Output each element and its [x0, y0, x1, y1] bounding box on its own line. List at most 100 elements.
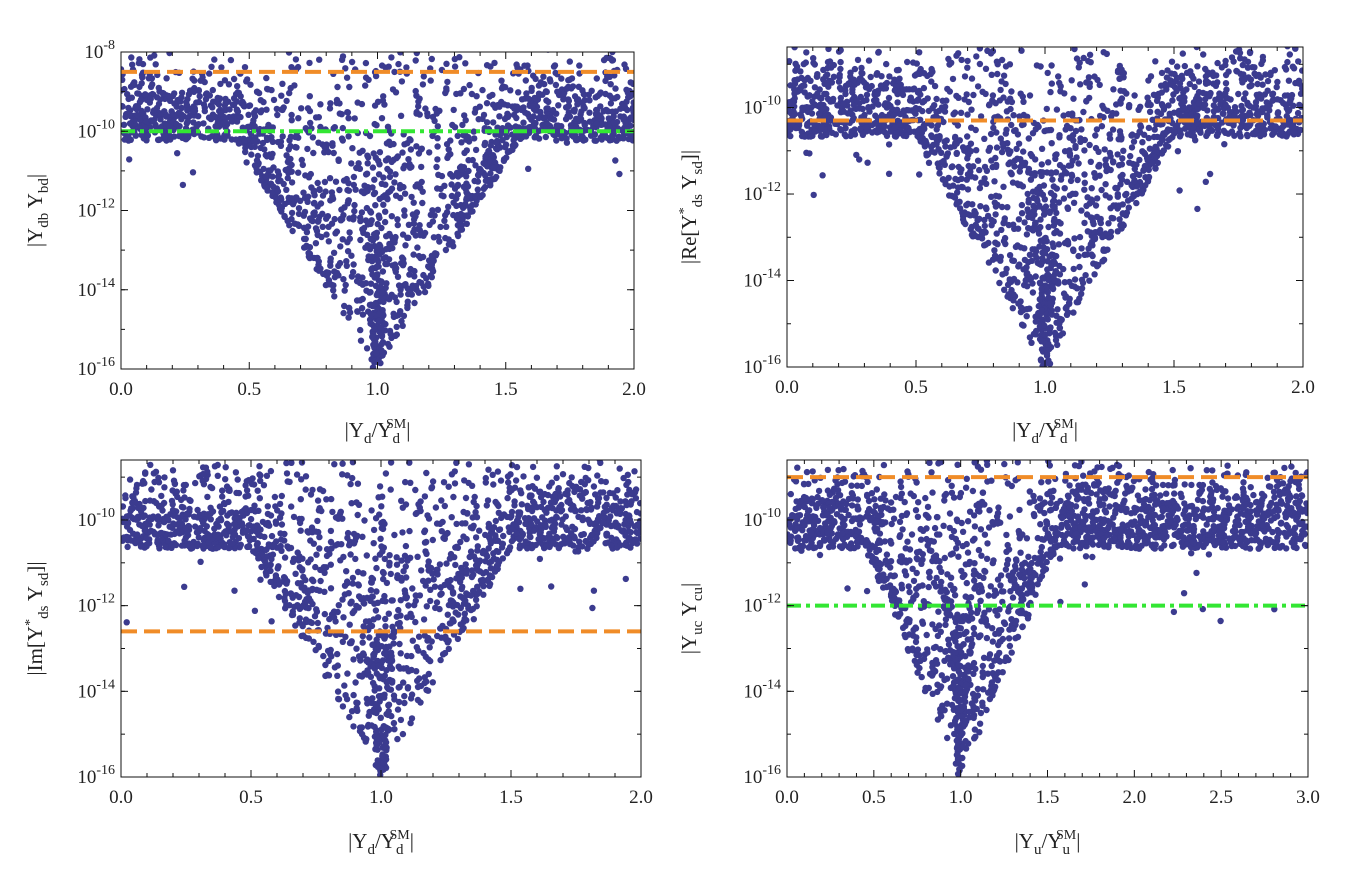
data-point: [184, 118, 192, 125]
data-point: [221, 77, 229, 84]
data-point: [289, 201, 297, 208]
data-point: [1152, 58, 1159, 65]
data-point: [967, 212, 974, 219]
data-point: [990, 218, 997, 225]
data-point: [145, 75, 153, 82]
data-point: [413, 143, 420, 150]
data-point: [1091, 271, 1098, 278]
data-point: [225, 81, 233, 88]
data-point: [292, 143, 299, 151]
data-points: [121, 52, 634, 369]
data-point: [787, 123, 791, 130]
data-point: [1194, 205, 1201, 213]
data-point: [304, 105, 312, 112]
data-point: [150, 107, 158, 114]
data-point: [486, 93, 493, 100]
data-point: [997, 135, 1004, 142]
data-point: [1002, 63, 1010, 70]
data-point: [540, 73, 547, 80]
data-point: [1001, 215, 1008, 222]
data-point: [1025, 135, 1033, 142]
data-point: [394, 706, 402, 713]
data-point: [809, 98, 816, 105]
data-point: [950, 193, 957, 200]
data-point: [391, 261, 399, 268]
data-point: [135, 59, 143, 67]
data-point: [613, 137, 620, 144]
data-point: [945, 55, 952, 63]
data-point: [267, 467, 275, 475]
data-point: [1039, 274, 1046, 282]
data-point: [1072, 144, 1079, 152]
data-point: [1214, 125, 1222, 133]
data-point: [295, 115, 302, 122]
data-point: [1013, 145, 1020, 153]
data-point: [939, 97, 946, 105]
data-point: [800, 60, 807, 68]
data-point: [1023, 113, 1031, 121]
data-point: [350, 181, 357, 189]
data-point: [512, 477, 520, 484]
data-point: [278, 521, 286, 528]
data-point: [853, 97, 860, 104]
data-point: [1048, 80, 1056, 87]
data-point: [512, 123, 519, 130]
data-point: [1052, 169, 1060, 176]
data-point: [811, 84, 819, 91]
data-point: [801, 133, 808, 140]
data-point: [311, 192, 318, 199]
data-point: [611, 128, 618, 136]
data-point: [433, 599, 441, 606]
data-point: [393, 331, 400, 338]
data-point: [983, 205, 990, 213]
data-point: [344, 186, 351, 194]
data-point: [409, 285, 416, 292]
data-point: [1115, 202, 1123, 209]
data-point: [1123, 190, 1130, 198]
data-point: [841, 131, 848, 138]
data-point: [883, 132, 891, 140]
data-point: [1257, 74, 1264, 81]
data-point: [1023, 283, 1031, 290]
data-point: [376, 214, 383, 222]
data-point: [1195, 78, 1203, 85]
data-point: [294, 63, 302, 71]
data-point: [1115, 162, 1123, 169]
data-point: [885, 170, 893, 177]
data-point: [947, 144, 954, 151]
data-point: [979, 88, 986, 96]
data-point: [1271, 67, 1279, 74]
data-point: [1105, 220, 1112, 227]
data-point: [854, 56, 862, 64]
data-point: [829, 97, 836, 105]
data-point: [1169, 81, 1176, 89]
data-point: [458, 226, 465, 233]
data-point: [353, 645, 360, 652]
data-point: [457, 210, 465, 218]
data-point: [161, 108, 168, 115]
data-point: [437, 223, 444, 231]
x-tick-label: 2.0: [1291, 377, 1315, 398]
data-point: [558, 135, 565, 142]
data-point: [972, 210, 979, 217]
data-point: [1020, 148, 1027, 155]
data-point: [998, 78, 1005, 85]
data-point: [457, 621, 464, 628]
data-point: [302, 125, 309, 132]
data-point: [330, 149, 337, 157]
data-point: [1016, 261, 1023, 268]
data-point: [357, 236, 364, 244]
data-point: [520, 473, 527, 480]
data-point: [269, 138, 276, 145]
data-point: [1070, 265, 1077, 273]
data-point: [1103, 50, 1111, 58]
data-point: [602, 90, 609, 98]
data-point: [1197, 129, 1204, 136]
data-point: [1117, 222, 1124, 229]
data-point: [869, 129, 876, 136]
data-point: [928, 65, 935, 73]
data-point: [372, 232, 379, 239]
data-point: [325, 223, 332, 230]
data-point: [415, 633, 423, 640]
data-point: [190, 119, 197, 126]
